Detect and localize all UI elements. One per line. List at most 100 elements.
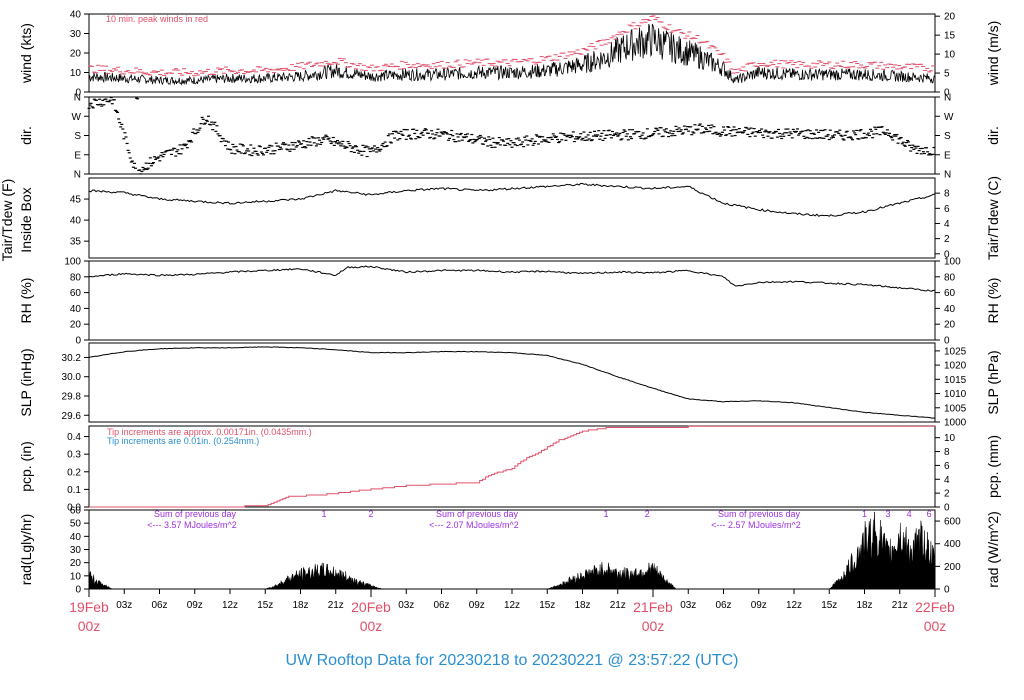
rad-marker-label: 2 xyxy=(368,509,373,519)
y-tick-label: 0.3 xyxy=(67,450,81,461)
y-tick-label: 0 xyxy=(944,336,950,347)
temp-ylabel-right: Tair/Tdew (C) xyxy=(985,176,1001,260)
temp-right-axis: 0 2 4 6 8 xyxy=(935,189,950,260)
y-tick-label: 15 xyxy=(944,31,956,42)
rad-day-sum-title: Sum of previous day xyxy=(154,509,237,519)
day-label-time: 00z xyxy=(924,618,947,634)
day-label-date: 20Feb xyxy=(351,599,391,615)
x-tick-label: 03z xyxy=(398,600,414,611)
y-tick-label: 600 xyxy=(944,517,961,528)
slp-right-axis: 1000 1005 1010 1015 1020 1025 xyxy=(935,346,967,429)
day-label-time: 00z xyxy=(360,618,383,634)
day-label-date: 21Feb xyxy=(633,599,673,615)
pcp-right-axis: 0 2 4 6 8 10 xyxy=(935,433,956,514)
y-tick-label: N xyxy=(944,93,951,104)
x-tick-label: 06z xyxy=(715,600,731,611)
y-tick-label: 40 xyxy=(70,304,82,315)
x-tick-label: 06z xyxy=(151,600,167,611)
dir-ylabel-left: dir. xyxy=(18,126,34,145)
pcp-note: Tip increments are approx. 0.00171in. (0… xyxy=(107,427,312,437)
y-tick-label: 30.0 xyxy=(62,372,82,383)
day-label-date: 19Feb xyxy=(69,599,109,615)
x-tick-label: 06z xyxy=(433,600,449,611)
temp-line xyxy=(88,182,936,217)
y-tick-label: 80 xyxy=(70,272,82,283)
rad-marker-label: 1 xyxy=(321,509,326,519)
temp-frame xyxy=(88,177,936,259)
y-tick-label: 6 xyxy=(944,204,950,215)
x-tick-label: 18z xyxy=(292,600,308,611)
y-tick-label: 80 xyxy=(944,272,956,283)
rad-marker-label: 1 xyxy=(603,509,608,519)
dir-frame xyxy=(88,96,936,175)
dir-ylabel-right: dir. xyxy=(985,126,1001,145)
y-tick-label: 40 xyxy=(70,216,82,227)
slp-ylabel-left: SLP (inHg) xyxy=(18,348,34,416)
y-tick-label: 20 xyxy=(944,320,956,331)
y-tick-label: 0.4 xyxy=(67,432,81,443)
y-tick-label: 40 xyxy=(944,304,956,315)
y-tick-label: 0 xyxy=(944,503,950,514)
y-tick-label: 40 xyxy=(70,10,82,21)
rad-day-sum-value: <--- 3.57 MJoules/m^2 xyxy=(147,520,237,530)
x-tick-label: 12z xyxy=(786,600,802,611)
y-tick-label: 1005 xyxy=(944,403,967,414)
y-tick-label: 40 xyxy=(70,532,82,543)
y-tick-label: 10 xyxy=(944,50,956,61)
x-tick-label: 09z xyxy=(187,600,203,611)
x-tick-label: 18z xyxy=(856,600,872,611)
x-tick-label: 12z xyxy=(222,600,238,611)
pcp-note: Tip increments are 0.01in. (0.254mm.) xyxy=(107,436,259,446)
y-tick-label: 2 xyxy=(944,234,950,245)
wind-right-axis: 0 5 10 15 20 xyxy=(935,12,956,99)
wind-annotation: 10 min. peak winds in red xyxy=(106,14,208,24)
y-tick-label: N xyxy=(74,170,81,181)
rad-area xyxy=(88,511,936,590)
y-tick-label: 1025 xyxy=(944,346,967,357)
pcp-ylabel-left: pcp. (in) xyxy=(18,441,34,492)
y-tick-label: 30 xyxy=(70,545,82,556)
y-tick-label: S xyxy=(944,131,951,142)
y-tick-label: 45 xyxy=(70,195,82,206)
x-axis: 03z 06z 09z 12z 15z 18z 21z 03z 06z 09z 12z 15z 18z 2… xyxy=(69,588,955,634)
y-tick-label: 60 xyxy=(70,288,82,299)
x-tick-label: 21z xyxy=(328,600,344,611)
rh-frame xyxy=(88,260,936,341)
y-tick-label: 0.2 xyxy=(67,467,81,478)
rh-line xyxy=(88,265,936,292)
x-tick-label: 15z xyxy=(821,600,837,611)
rh-ylabel-left: RH (%) xyxy=(18,278,34,324)
temp-ylabel-left: Tair/Tdew (F) xyxy=(0,179,15,261)
day-label-time: 00z xyxy=(642,618,665,634)
y-tick-label: 4 xyxy=(944,475,950,486)
x-tick-label: 15z xyxy=(539,600,555,611)
x-tick-label: 03z xyxy=(116,600,132,611)
rad-ylabel-right: rad (W/m^2) xyxy=(985,511,1001,588)
y-tick-label: 8 xyxy=(944,447,950,458)
y-tick-label: 29.6 xyxy=(62,411,82,422)
y-tick-label: W xyxy=(944,112,954,123)
temp-ylabel-left-2: Inside Box xyxy=(18,187,34,252)
slp-line xyxy=(88,346,936,419)
day-label-time: 00z xyxy=(78,618,101,634)
y-tick-label: 20 xyxy=(70,320,82,331)
y-tick-label: 0.0 xyxy=(67,503,81,514)
y-tick-label: 10 xyxy=(70,571,82,582)
y-tick-label: 0 xyxy=(75,336,81,347)
x-tick-label: 12z xyxy=(504,600,520,611)
day-label-date: 22Feb xyxy=(915,599,955,615)
rad-marker-label: 4 xyxy=(907,509,912,519)
rad-day-sum-title: Sum of previous day xyxy=(436,509,519,519)
dir-points xyxy=(87,96,936,175)
rad-day-sum-value: <--- 2.07 MJoules/m^2 xyxy=(429,520,519,530)
y-tick-label: 0 xyxy=(75,585,81,596)
pcp-line xyxy=(89,425,935,508)
y-tick-label: 2 xyxy=(944,489,950,500)
y-tick-label: 30.2 xyxy=(62,353,82,364)
y-tick-label: W xyxy=(72,112,82,123)
rad-marker-label: 1 xyxy=(862,509,867,519)
wind-mean-line xyxy=(88,23,935,86)
y-tick-label: 0 xyxy=(944,88,950,99)
y-tick-label: 1010 xyxy=(944,389,967,400)
